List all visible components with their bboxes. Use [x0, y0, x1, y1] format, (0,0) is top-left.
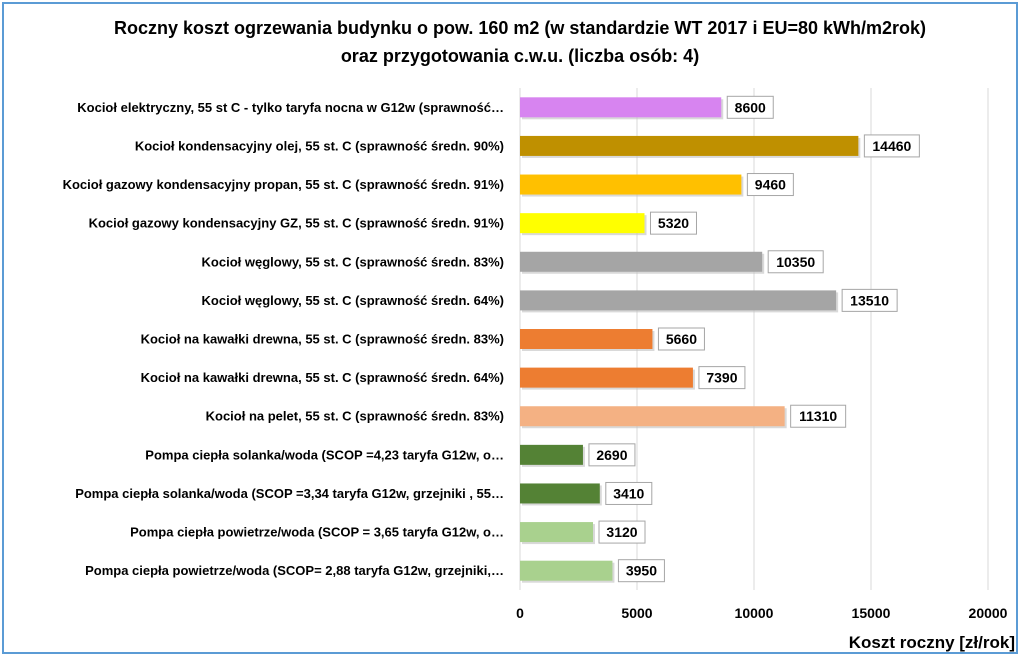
data-label-box: [863, 134, 920, 158]
category-label: Pompa ciepła powietrze/woda (SCOP = 3,65…: [130, 525, 504, 540]
category-label: Kocioł na pelet, 55 st. C (sprawność śre…: [206, 409, 504, 424]
data-label-box: [588, 443, 636, 467]
x-tick-label: 5000: [621, 605, 652, 621]
x-tick-label: 15000: [852, 605, 891, 621]
bar: [520, 97, 722, 118]
data-label-box: [746, 173, 794, 197]
category-label: Pompa ciepła powietrze/woda (SCOP= 2,88 …: [85, 563, 504, 578]
x-axis-label: Koszt roczny [zł/rok]: [849, 633, 1015, 652]
category-label: Kocioł gazowy kondensacyjny GZ, 55 st. C…: [89, 216, 504, 231]
data-label-box: [598, 520, 646, 544]
category-label: Kocioł elektryczny, 55 st C - tylko tary…: [77, 100, 504, 115]
bar: [520, 560, 613, 581]
bar: [520, 135, 859, 156]
bar: [520, 483, 600, 504]
category-label: Kocioł węglowy, 55 st. C (sprawność śred…: [202, 293, 504, 308]
bar: [520, 251, 763, 272]
x-tick-label: 20000: [969, 605, 1008, 621]
data-label-box: [657, 327, 705, 351]
bar: [520, 367, 693, 388]
data-label: 8600: [735, 99, 766, 115]
data-label-box: [605, 481, 653, 505]
data-label: 3950: [626, 563, 657, 579]
category-label: Kocioł kondensacyjny olej, 55 st. C (spr…: [135, 138, 504, 153]
bar: [520, 213, 645, 234]
bar: [520, 174, 742, 195]
category-label: Kocioł na kawałki drewna, 55 st. C (spra…: [141, 332, 504, 347]
category-label: Pompa ciepła solanka/woda (SCOP =4,23 ta…: [145, 447, 504, 462]
data-label-box: [841, 288, 898, 312]
chart-title: Roczny koszt ogrzewania budynku o pow. 1…: [113, 18, 927, 66]
data-label: 7390: [706, 370, 737, 386]
category-label: Kocioł węglowy, 55 st. C (sprawność śred…: [202, 254, 504, 269]
data-label-box: [649, 211, 697, 235]
category-label: Kocioł na kawałki drewna, 55 st. C (spra…: [141, 370, 504, 385]
data-label: 9460: [755, 177, 786, 193]
data-label: 3410: [613, 485, 644, 501]
x-tick-label: 0: [516, 605, 524, 621]
data-label-box: [726, 95, 774, 119]
bar: [520, 444, 583, 465]
data-label: 3120: [606, 524, 637, 540]
data-label: 5320: [658, 215, 689, 231]
bar: [520, 406, 785, 427]
category-label: Kocioł gazowy kondensacyjny propan, 55 s…: [63, 177, 504, 192]
data-label: 10350: [776, 254, 815, 270]
data-label-box: [790, 404, 847, 428]
data-label: 14460: [872, 138, 911, 154]
data-label-box: [767, 250, 824, 274]
bar: [520, 290, 837, 311]
data-label: 11310: [799, 408, 837, 424]
bar: [520, 329, 653, 349]
bar: [520, 522, 594, 543]
data-label: 13510: [850, 292, 889, 308]
data-label-box: [617, 559, 665, 583]
data-label: 2690: [596, 447, 627, 463]
category-label: Pompa ciepła solanka/woda (SCOP =3,34 ta…: [75, 486, 504, 501]
data-label-box: [698, 366, 746, 390]
data-label: 5660: [666, 331, 697, 347]
x-tick-label: 10000: [735, 605, 774, 621]
